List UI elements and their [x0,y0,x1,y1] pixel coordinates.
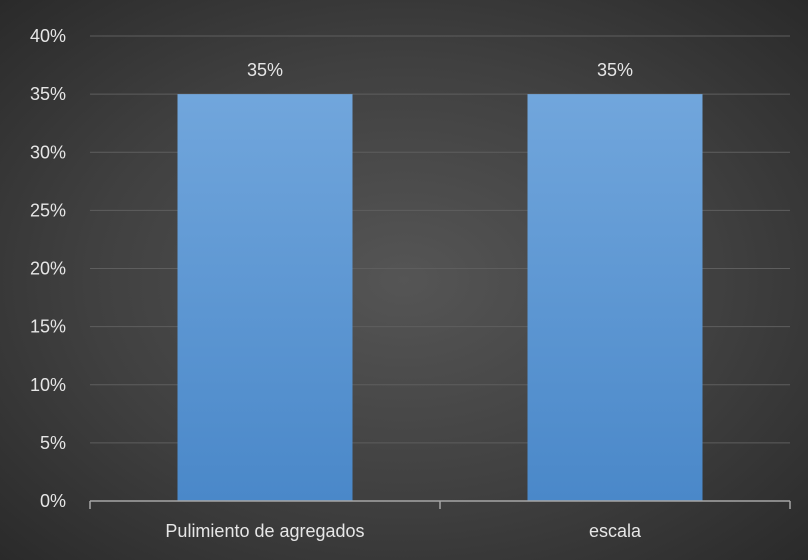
data-labels: 35% 35% [247,60,633,80]
y-tick-label: 20% [30,259,66,279]
y-tick-label: 35% [30,84,66,104]
y-tick-label: 25% [30,200,66,220]
bar [527,94,703,501]
y-tick-label: 15% [30,317,66,337]
data-label: 35% [597,60,633,80]
x-axis-tick-labels: Pulimiento de agregados escala [165,521,642,541]
y-axis-tick-labels: 0% 5% 10% 15% 20% 25% 30% 35% 40% [30,26,66,511]
bars [177,94,703,501]
x-axis [89,500,791,509]
x-tick-label: Pulimiento de agregados [165,521,364,541]
y-tick-label: 0% [40,491,66,511]
y-tick-label: 40% [30,26,66,46]
y-tick-label: 30% [30,142,66,162]
data-label: 35% [247,60,283,80]
x-tick-label: escala [589,521,642,541]
y-tick-label: 10% [30,375,66,395]
y-tick-label: 5% [40,433,66,453]
bar [177,94,353,501]
